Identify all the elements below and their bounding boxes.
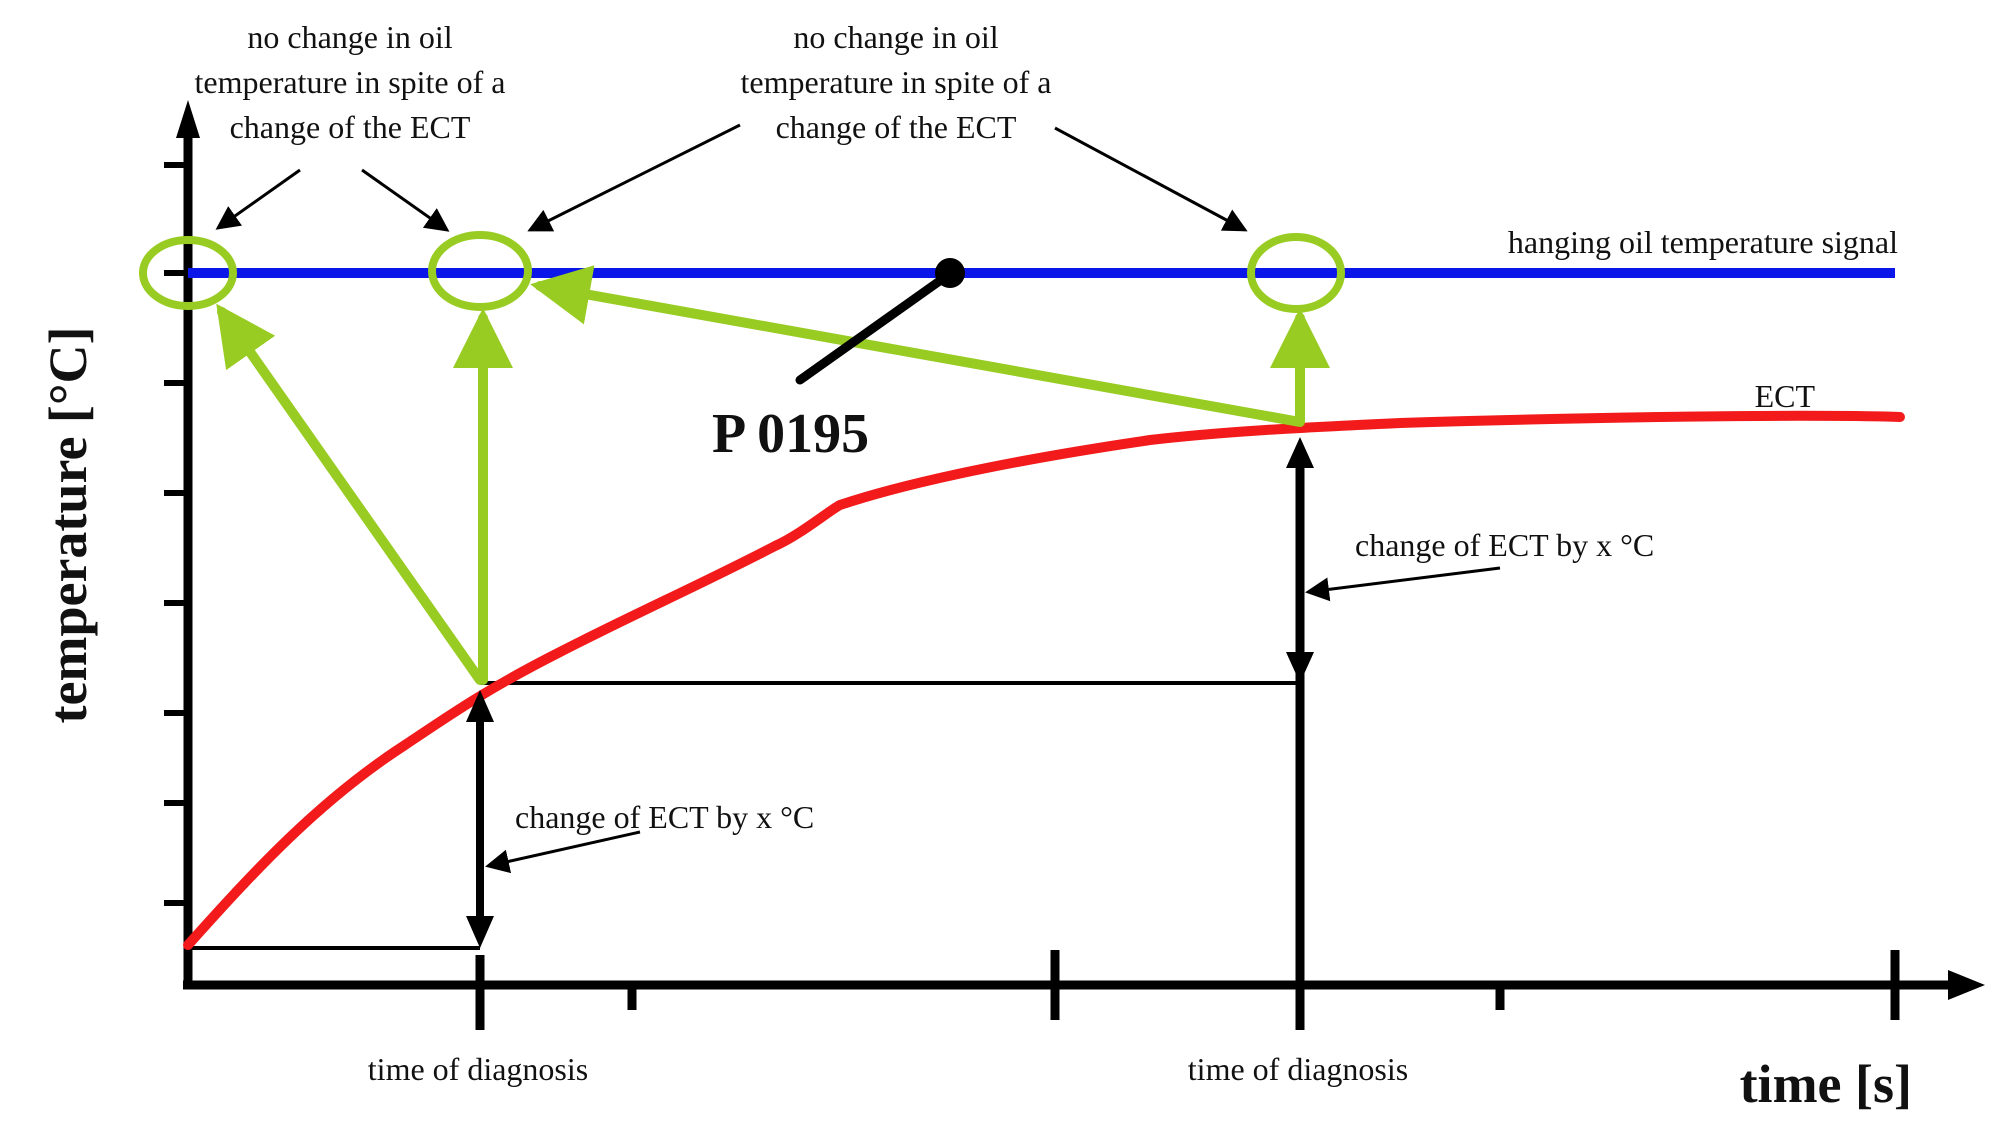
check-circle-start [139, 236, 237, 310]
change-lower-label: change of ECT by x °C [515, 799, 814, 835]
check-circles [139, 231, 1345, 313]
left-note: no change in oil temperature in spite of… [195, 19, 506, 145]
ect-label: ECT [1755, 378, 1816, 414]
annotation-arrows [215, 123, 1501, 874]
check-arrow-diagonal [530, 265, 1305, 427]
fault-code: P 0195 [712, 403, 869, 465]
x-axis-label: time [s] [1740, 1054, 1912, 1114]
right-note-line-3: change of the ECT [776, 109, 1017, 145]
right-note-line-1: no change in oil [793, 19, 998, 55]
check-circle-diagnosis-2 [1247, 233, 1345, 313]
check-arrow-to-start [216, 303, 485, 685]
x-axis-ticks [627, 950, 1900, 1020]
diagnosis-1-marker [466, 690, 494, 1030]
left-note-line-1: no change in oil [247, 19, 452, 55]
y-axis-ticks [164, 162, 188, 906]
left-note-line-2: temperature in spite of a [195, 64, 506, 100]
fault-code-pointer [795, 258, 965, 385]
right-note: no change in oil temperature in spite of… [741, 19, 1052, 145]
check-circle-diagnosis-1 [428, 231, 532, 311]
diagnosis-label-1: time of diagnosis [368, 1051, 588, 1087]
oil-signal-label: hanging oil temperature signal [1508, 224, 1898, 260]
left-note-line-3: change of the ECT [230, 109, 471, 145]
right-note-line-2: temperature in spite of a [741, 64, 1052, 100]
diagnosis-label-2: time of diagnosis [1188, 1051, 1408, 1087]
check-arrows [216, 265, 1330, 685]
change-upper-label: change of ECT by x °C [1355, 527, 1654, 563]
y-axis-label: temperature [°C] [38, 327, 98, 724]
diagnosis-2-marker [1286, 437, 1314, 1030]
ect-curve [183, 410, 1905, 950]
x-axis-arrowhead [1948, 970, 1985, 1000]
y-axis-arrowhead [176, 100, 200, 138]
